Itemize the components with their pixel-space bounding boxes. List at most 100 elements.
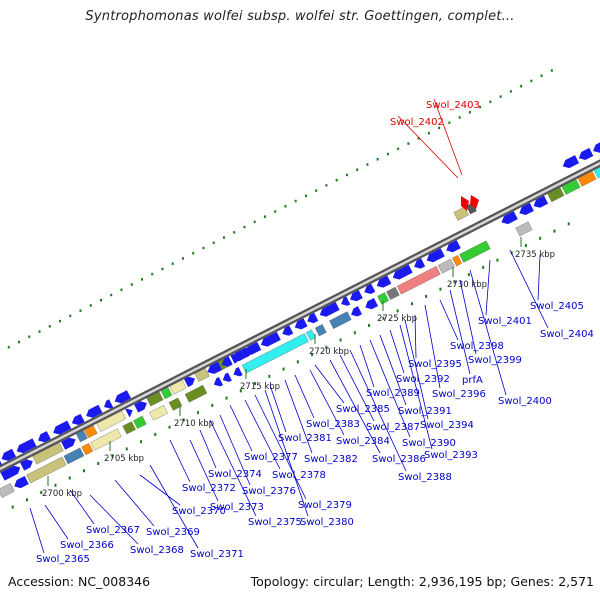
gene-label-swol-2374[interactable]: Swol_2374 <box>208 469 262 480</box>
gene-label-swol-2391[interactable]: Swol_2391 <box>398 406 452 417</box>
gene-label-prfa[interactable]: prfA <box>462 375 483 386</box>
gene-label-swol-2378[interactable]: Swol_2378 <box>272 470 326 481</box>
gene-label-swol-2371[interactable]: Swol_2371 <box>190 549 244 560</box>
tick-dot <box>520 84 523 88</box>
gene-feature <box>351 306 362 317</box>
gene-label-swol-2388[interactable]: Swol_2388 <box>398 472 452 483</box>
kbp-ticks: 2700 kbp 2705 kbp 2710 kbp 2715 kbp 2720 kbp… <box>42 237 555 499</box>
tick-dot <box>468 111 471 114</box>
gene-label-swol-2376[interactable]: Swol_2376 <box>242 486 296 497</box>
gene-label-swol-2396[interactable]: Swol_2396 <box>432 389 486 400</box>
label-connector <box>469 269 507 396</box>
gene-label-swol-2390[interactable]: Swol_2390 <box>402 438 456 449</box>
tick-dot <box>376 158 379 161</box>
gene-label-swol-2393[interactable]: Swol_2393 <box>424 450 478 461</box>
label-connector <box>369 339 411 438</box>
label-connector <box>29 507 45 554</box>
gene-label-swol-2367[interactable]: Swol_2367 <box>86 525 140 536</box>
label-connector <box>414 314 417 359</box>
gene-feature <box>125 408 133 418</box>
label-connector <box>397 115 459 179</box>
gene-feature <box>14 475 29 489</box>
gene-label-swol-2384[interactable]: Swol_2384 <box>336 436 390 447</box>
outer-tick-dots <box>7 69 570 509</box>
gene-label-swol-2392[interactable]: Swol_2392 <box>396 374 450 385</box>
gene-feature <box>160 387 173 400</box>
tick-dot <box>356 168 359 171</box>
gene-label-swol-2402[interactable]: Swol_2402 <box>390 117 444 128</box>
gene-feature <box>114 390 131 404</box>
kbp-label: 2720 kbp <box>309 347 349 357</box>
gene-label-swol-2398[interactable]: Swol_2398 <box>450 341 504 352</box>
kbp-label: 2705 kbp <box>104 454 144 464</box>
gene-feature <box>222 372 232 382</box>
gene-label-swol-2380[interactable]: Swol_2380 <box>300 517 354 528</box>
tick-dot <box>339 338 342 342</box>
tick-dot <box>140 440 143 444</box>
tick-dot <box>345 173 348 177</box>
gene-feature <box>53 420 72 435</box>
gene-label-swol-2379[interactable]: Swol_2379 <box>298 500 352 511</box>
tick-dot <box>239 389 242 393</box>
gene-feature <box>241 333 309 374</box>
tick-dot <box>151 272 154 276</box>
gene-label-swol-2365[interactable]: Swol_2365 <box>36 554 90 565</box>
gene-feature <box>561 179 581 195</box>
tick-dot <box>7 345 10 349</box>
gene-label-swol-2381[interactable]: Swol_2381 <box>278 433 332 444</box>
gene-feature <box>426 248 445 263</box>
gene-label-swol-2401[interactable]: Swol_2401 <box>478 316 532 327</box>
label-connector <box>69 489 95 525</box>
label-connector <box>449 289 471 375</box>
tick-dot <box>40 491 43 495</box>
tick-dot <box>182 418 185 422</box>
gene-feature <box>20 459 33 471</box>
gene-feature <box>377 292 389 305</box>
gene-label-swol-2399[interactable]: Swol_2399 <box>468 355 522 366</box>
gene-feature <box>38 431 51 443</box>
gene-label-swol-2372[interactable]: Swol_2372 <box>182 483 236 494</box>
gene-label-swol-2377[interactable]: Swol_2377 <box>244 452 298 463</box>
gene-label-swol-2366[interactable]: Swol_2366 <box>60 540 114 551</box>
gene-label-swol-2383[interactable]: Swol_2383 <box>306 419 360 430</box>
gene-feature <box>452 255 462 267</box>
tick-dot <box>284 205 287 208</box>
gene-label-swol-2369[interactable]: Swol_2369 <box>146 527 200 538</box>
gene-label-swol-2387[interactable]: Swol_2387 <box>366 422 420 433</box>
kbp-label: 2700 kbp <box>42 489 82 499</box>
gene-label-swol-2395[interactable]: Swol_2395 <box>408 359 462 370</box>
gene-label-swol-2400[interactable]: Swol_2400 <box>498 396 552 407</box>
label-connector <box>114 479 155 527</box>
gene-feature <box>221 356 233 367</box>
tick-dot <box>168 425 171 429</box>
gene-label-swol-2375[interactable]: Swol_2375 <box>248 517 302 528</box>
label-connector <box>349 349 407 472</box>
label-connector <box>314 364 345 404</box>
gene-label-swol-2394[interactable]: Swol_2394 <box>420 420 474 431</box>
gene-label-swol-2368[interactable]: Swol_2368 <box>130 545 184 556</box>
kbp-label: 2715 kbp <box>240 382 280 392</box>
gene-feature <box>76 430 88 443</box>
gene-label-swol-2403[interactable]: Swol_2403 <box>426 100 480 111</box>
gene-label-swol-2373[interactable]: Swol_2373 <box>210 502 264 513</box>
tick-dot <box>154 432 157 436</box>
tick-dot <box>48 325 51 328</box>
kbp-label: 2735 kbp <box>515 250 555 260</box>
gene-label-swol-2382[interactable]: Swol_2382 <box>304 454 358 465</box>
gene-label-swol-2405[interactable]: Swol_2405 <box>530 301 584 312</box>
gene-feature <box>1 448 17 461</box>
gene-label-swol-2386[interactable]: Swol_2386 <box>372 454 426 465</box>
tick-dot <box>448 121 451 124</box>
tick-dot <box>553 229 556 233</box>
gene-label-swol-2389[interactable]: Swol_2389 <box>366 388 420 399</box>
tick-dot <box>211 403 214 407</box>
tick-dot <box>89 304 92 307</box>
gene-feature <box>593 165 600 179</box>
tick-dot <box>243 225 246 229</box>
tick-dot <box>499 95 502 98</box>
tick-dot <box>353 331 356 335</box>
gene-label-swol-2370[interactable]: Swol_2370 <box>172 506 226 517</box>
gene-label-swol-2385[interactable]: Swol_2385 <box>336 404 390 415</box>
gene-label-swol-2404[interactable]: Swol_2404 <box>540 329 594 340</box>
